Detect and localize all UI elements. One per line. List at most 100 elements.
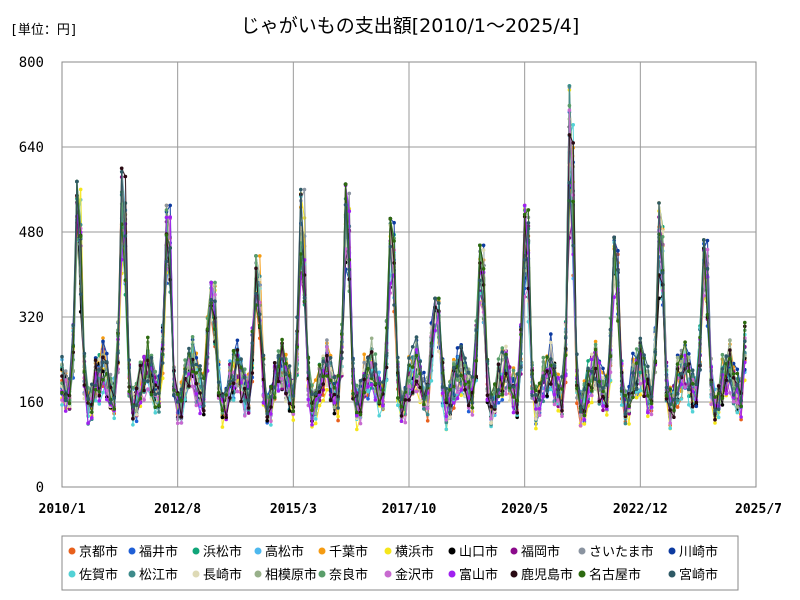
data-point bbox=[653, 350, 658, 354]
data-point bbox=[269, 419, 273, 424]
data-point bbox=[220, 425, 225, 429]
data-point bbox=[507, 385, 512, 390]
data-point bbox=[731, 399, 736, 404]
data-point bbox=[452, 401, 456, 405]
data-point bbox=[549, 382, 553, 386]
data-point bbox=[407, 384, 411, 389]
data-point bbox=[351, 391, 355, 396]
data-point bbox=[302, 187, 307, 192]
data-point bbox=[276, 379, 281, 384]
data-point bbox=[672, 398, 676, 402]
data-point bbox=[160, 361, 165, 365]
data-point bbox=[743, 339, 747, 344]
data-point bbox=[239, 399, 243, 404]
data-point bbox=[97, 402, 102, 406]
data-point bbox=[511, 385, 516, 389]
data-point bbox=[231, 348, 236, 353]
data-point bbox=[299, 187, 303, 192]
data-point bbox=[235, 338, 240, 343]
data-point bbox=[310, 392, 314, 397]
data-point bbox=[605, 413, 609, 417]
data-point bbox=[269, 395, 273, 399]
data-point bbox=[224, 415, 228, 420]
data-point bbox=[388, 244, 393, 249]
x-tick-label: 2017/10 bbox=[382, 502, 437, 517]
series-lines bbox=[60, 84, 747, 432]
data-point bbox=[101, 339, 105, 344]
legend-marker bbox=[68, 570, 76, 578]
data-point bbox=[355, 427, 359, 432]
data-point bbox=[649, 405, 654, 409]
data-point bbox=[105, 397, 109, 402]
data-point bbox=[735, 371, 740, 376]
data-point bbox=[366, 385, 370, 389]
data-point bbox=[601, 386, 605, 390]
data-point bbox=[500, 392, 505, 397]
data-point bbox=[258, 312, 262, 317]
data-point bbox=[194, 362, 199, 367]
data-point bbox=[373, 352, 378, 356]
y-tick-label: 0 bbox=[36, 480, 44, 496]
data-point bbox=[366, 397, 370, 401]
data-point bbox=[410, 365, 415, 369]
data-point bbox=[224, 393, 228, 397]
data-point bbox=[190, 384, 195, 389]
data-point bbox=[675, 355, 680, 360]
data-point bbox=[272, 395, 277, 400]
legend-marker bbox=[384, 570, 392, 578]
data-point bbox=[325, 353, 329, 358]
data-point bbox=[493, 382, 497, 386]
data-point bbox=[317, 392, 322, 397]
data-point bbox=[313, 421, 318, 426]
data-point bbox=[679, 397, 684, 401]
data-point bbox=[164, 203, 169, 208]
data-point bbox=[246, 406, 251, 410]
data-point bbox=[325, 363, 329, 368]
data-point bbox=[78, 292, 83, 297]
data-point bbox=[123, 174, 128, 179]
data-point bbox=[239, 357, 243, 361]
data-point bbox=[452, 396, 456, 401]
data-point bbox=[433, 296, 437, 301]
data-point bbox=[444, 400, 449, 405]
data-point bbox=[668, 408, 672, 412]
legend-label: 富山市 bbox=[459, 567, 498, 583]
data-point bbox=[213, 292, 217, 297]
data-point bbox=[194, 391, 199, 396]
data-point bbox=[545, 369, 549, 373]
data-point bbox=[97, 393, 102, 398]
data-point bbox=[97, 390, 102, 394]
data-point bbox=[358, 421, 363, 426]
data-point bbox=[646, 394, 650, 398]
data-point bbox=[440, 391, 445, 396]
data-point bbox=[179, 399, 184, 403]
data-point bbox=[448, 410, 452, 415]
data-point bbox=[168, 215, 172, 219]
data-point bbox=[82, 351, 87, 356]
data-point bbox=[399, 405, 404, 409]
data-point bbox=[444, 427, 449, 432]
data-point bbox=[698, 367, 702, 372]
data-point bbox=[593, 342, 598, 347]
data-point bbox=[160, 376, 165, 381]
data-point bbox=[198, 402, 202, 406]
data-point bbox=[489, 395, 493, 400]
data-point bbox=[235, 389, 240, 394]
data-point bbox=[90, 410, 94, 415]
data-point bbox=[414, 335, 419, 339]
data-point bbox=[306, 397, 311, 402]
data-point bbox=[634, 361, 639, 365]
x-tick-label: 2015/3 bbox=[270, 502, 317, 517]
legend-marker bbox=[254, 547, 262, 555]
data-point bbox=[60, 354, 64, 359]
data-point bbox=[325, 374, 329, 378]
data-point bbox=[631, 351, 635, 356]
data-point bbox=[601, 389, 605, 394]
y-axis: 0 160 320 480 640 800 bbox=[19, 55, 44, 496]
data-point bbox=[213, 280, 217, 285]
data-point bbox=[377, 381, 382, 386]
data-point bbox=[134, 412, 139, 417]
data-point bbox=[284, 391, 288, 396]
data-point bbox=[265, 415, 270, 419]
data-point bbox=[60, 390, 64, 395]
